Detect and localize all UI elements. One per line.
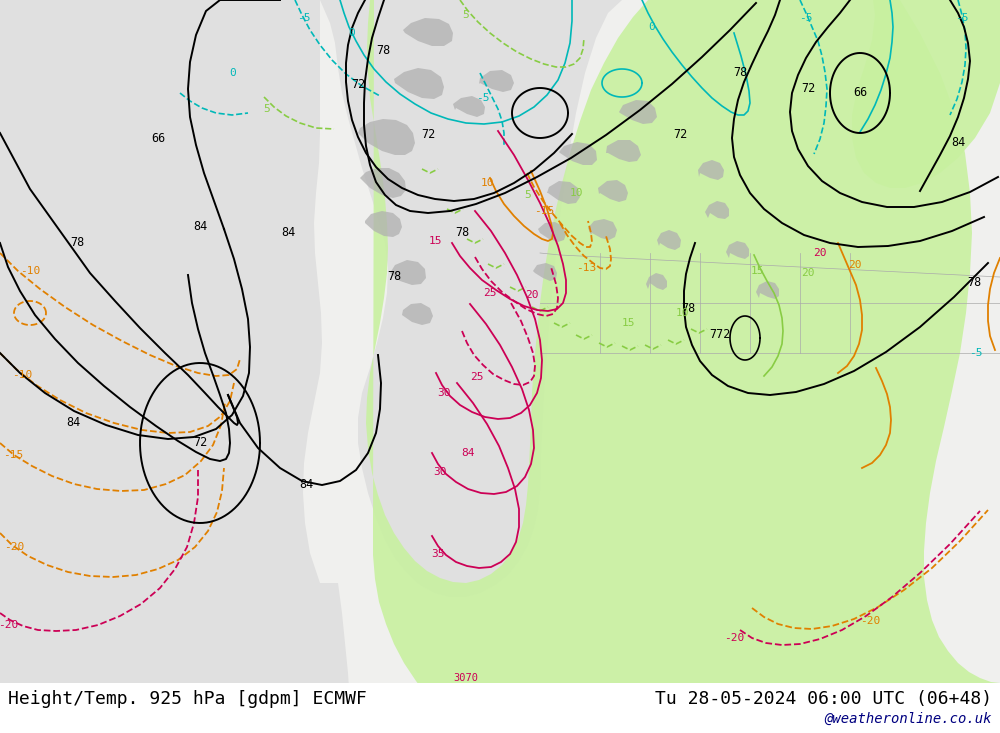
Text: -10: -10	[12, 370, 32, 380]
Polygon shape	[453, 96, 485, 117]
Polygon shape	[365, 211, 402, 237]
Text: 20: 20	[801, 268, 815, 278]
Text: 10: 10	[675, 308, 689, 318]
Text: 66: 66	[853, 86, 867, 100]
Text: 25: 25	[470, 372, 484, 382]
Text: 84: 84	[281, 226, 295, 240]
Text: 78: 78	[376, 45, 390, 57]
Text: 72: 72	[421, 128, 435, 141]
Polygon shape	[588, 219, 617, 240]
Text: 78: 78	[387, 270, 401, 284]
Text: 78: 78	[681, 303, 695, 315]
Text: 78: 78	[733, 67, 747, 79]
Text: -15: -15	[534, 206, 554, 216]
Text: 20: 20	[848, 260, 862, 270]
Text: 72: 72	[193, 436, 207, 449]
Text: 84: 84	[66, 416, 80, 430]
Text: 84: 84	[461, 448, 475, 458]
Polygon shape	[403, 18, 453, 46]
Polygon shape	[538, 222, 566, 242]
Text: -5: -5	[969, 348, 983, 358]
Text: -20: -20	[4, 542, 24, 552]
Text: -10: -10	[20, 266, 40, 276]
Polygon shape	[646, 273, 667, 290]
Text: 25: 25	[483, 288, 497, 298]
Text: Height/Temp. 925 hPa [gdpm] ECMWF: Height/Temp. 925 hPa [gdpm] ECMWF	[8, 690, 367, 708]
Text: -20: -20	[0, 620, 18, 630]
Text: 15: 15	[621, 318, 635, 328]
Text: 35: 35	[431, 549, 445, 559]
Text: -5: -5	[297, 13, 311, 23]
Text: 84: 84	[193, 221, 207, 234]
Text: 10: 10	[569, 188, 583, 198]
Text: 5: 5	[463, 10, 469, 20]
Text: 5: 5	[525, 190, 531, 200]
Polygon shape	[533, 263, 557, 281]
Text: -15: -15	[3, 450, 23, 460]
Text: -13: -13	[576, 263, 596, 273]
Polygon shape	[698, 160, 724, 180]
Polygon shape	[394, 68, 444, 99]
Polygon shape	[547, 181, 580, 204]
Polygon shape	[606, 140, 641, 162]
Text: 20: 20	[813, 248, 827, 258]
Text: 5: 5	[264, 104, 270, 114]
Text: 78: 78	[967, 276, 981, 290]
Text: 15: 15	[428, 236, 442, 246]
Text: 772: 772	[709, 328, 731, 342]
Text: 72: 72	[351, 78, 365, 92]
Text: 30: 30	[433, 467, 447, 477]
Text: @weatheronline.co.uk: @weatheronline.co.uk	[824, 712, 992, 726]
Polygon shape	[303, 0, 1000, 733]
Text: 84: 84	[299, 479, 313, 492]
Polygon shape	[726, 241, 749, 259]
Polygon shape	[402, 303, 433, 325]
Text: 30: 30	[437, 388, 451, 398]
Polygon shape	[390, 260, 426, 285]
Text: 10: 10	[480, 178, 494, 188]
Polygon shape	[619, 100, 657, 124]
Text: -5: -5	[955, 13, 969, 23]
Polygon shape	[360, 168, 406, 198]
Text: 3070: 3070	[454, 673, 479, 683]
Polygon shape	[598, 180, 628, 202]
Polygon shape	[366, 0, 1000, 733]
Polygon shape	[657, 230, 681, 250]
Text: 0: 0	[349, 28, 355, 38]
Text: 66: 66	[151, 131, 165, 144]
Text: 78: 78	[70, 237, 84, 249]
Text: 0: 0	[649, 22, 655, 32]
Text: 0: 0	[230, 68, 236, 78]
Text: 15: 15	[750, 266, 764, 276]
Text: -5: -5	[476, 93, 490, 103]
Text: 20: 20	[525, 290, 539, 300]
Polygon shape	[559, 142, 597, 165]
Bar	[0, 683, 1000, 733]
Polygon shape	[705, 201, 729, 219]
Polygon shape	[479, 70, 514, 92]
Polygon shape	[852, 0, 1000, 188]
Text: Tu 28-05-2024 06:00 UTC (06+48): Tu 28-05-2024 06:00 UTC (06+48)	[655, 690, 992, 708]
Polygon shape	[756, 281, 779, 299]
Text: 72: 72	[801, 83, 815, 95]
Text: -20: -20	[860, 616, 880, 626]
Text: -5: -5	[799, 13, 813, 23]
Text: -20: -20	[724, 633, 744, 643]
Polygon shape	[358, 119, 415, 155]
Text: 72: 72	[673, 128, 687, 141]
Text: 78: 78	[455, 226, 469, 240]
Text: 84: 84	[951, 136, 965, 150]
